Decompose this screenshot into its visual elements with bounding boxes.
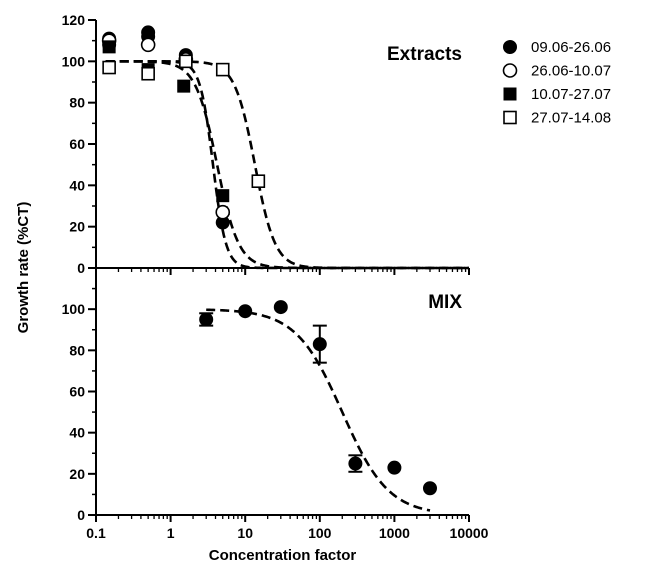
data-point [215, 204, 231, 220]
data-point [177, 79, 191, 93]
data-point [141, 66, 155, 81]
data-points [101, 25, 437, 496]
legend-label: 10.07-27.07 [531, 86, 611, 103]
y-tick-label: 120 [62, 12, 86, 28]
y-tick-label: 80 [69, 342, 85, 358]
data-point [179, 54, 193, 69]
y-tick-label: 20 [69, 466, 85, 482]
y-tick-label: 100 [62, 301, 86, 317]
data-point [422, 481, 437, 496]
plot-area-0 [96, 20, 469, 268]
data-point [387, 460, 402, 475]
y-tick-label: 20 [69, 219, 85, 235]
y-tick-label: 100 [62, 53, 86, 69]
fit-curve-0-2 [105, 60, 469, 270]
data-point [102, 60, 116, 75]
x-tick-label: 1 [167, 525, 175, 541]
panel-label-1: MIX [428, 292, 462, 313]
legend-marker [502, 63, 518, 78]
x-tick-label: 10 [237, 525, 253, 541]
x-tick-label: 0.1 [86, 525, 106, 541]
x-axis-title: Concentration factor [209, 547, 357, 564]
y-tick-label: 40 [69, 425, 85, 441]
y-tick-label: 40 [69, 177, 85, 193]
legend-label: 09.06-26.06 [531, 39, 611, 56]
panel-label-0: Extracts [387, 44, 462, 65]
y-tick-label: 60 [69, 384, 85, 400]
data-point [312, 337, 327, 352]
x-tick-label: 100 [308, 525, 332, 541]
legend-label: 27.07-14.08 [531, 110, 611, 127]
chart-text: 0 20 40 60 80 100 120 Extracts 0 20 40 60 80 100 MIX 0.… [15, 12, 489, 564]
axes [88, 19, 470, 522]
x-tick-label: 1000 [379, 525, 410, 541]
legend: 09.06-26.06 26.06-10.07 10.07-27.07 27.07-1… [502, 39, 611, 127]
y-tick-label: 0 [77, 260, 85, 276]
y-axis-title: Growth rate (%CT) [15, 202, 32, 334]
legend-label: 26.06-10.07 [531, 63, 611, 80]
legend-marker [503, 87, 517, 101]
data-point [102, 40, 116, 54]
data-point [251, 174, 266, 188]
data-point [348, 456, 363, 471]
data-point [140, 37, 156, 53]
data-point [199, 312, 214, 327]
y-tick-label: 80 [69, 95, 85, 111]
fit-curve-0-1 [105, 60, 469, 270]
x-tick-label: 10000 [450, 525, 489, 541]
data-point [216, 189, 230, 203]
data-point [273, 300, 288, 315]
y-tick-label: 60 [69, 136, 85, 152]
y-tick-label: 0 [77, 507, 85, 523]
data-point [215, 62, 230, 77]
legend-marker [503, 40, 517, 54]
data-point [238, 304, 253, 319]
legend-marker [503, 110, 517, 125]
